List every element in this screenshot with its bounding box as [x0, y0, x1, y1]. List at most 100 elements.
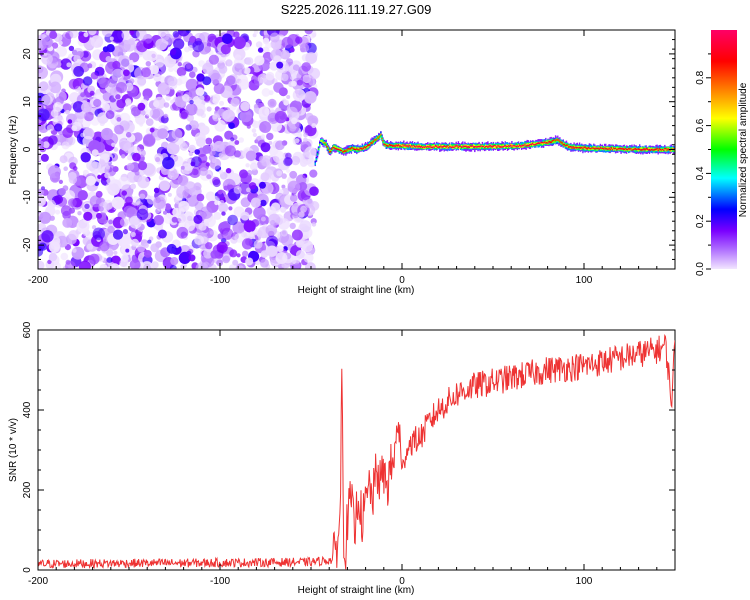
noise-blob: [154, 153, 164, 163]
noise-blob: [232, 259, 239, 266]
noise-blob: [199, 167, 208, 176]
track-segment: [527, 144, 529, 147]
noise-blob: [186, 63, 192, 69]
track-segment: [653, 147, 655, 150]
noise-blob: [88, 30, 97, 36]
track-segment: [588, 147, 591, 149]
track-segment: [551, 140, 553, 142]
track-segment: [632, 147, 634, 151]
noise-blob: [85, 175, 96, 186]
track-segment: [616, 149, 618, 151]
track-segment: [424, 146, 427, 149]
track-segment: [323, 141, 325, 145]
track-segment: [550, 138, 552, 143]
noise-blob: [141, 67, 151, 78]
track-segment: [611, 146, 614, 150]
noise-blob: [233, 31, 240, 38]
noise-blob: [260, 250, 269, 258]
track-segment: [405, 145, 407, 147]
track-segment: [634, 148, 636, 150]
noise-blob: [273, 82, 284, 93]
track-segment: [501, 143, 503, 148]
noise-blob: [93, 98, 102, 108]
track-segment: [347, 148, 349, 150]
noise-blob: [135, 30, 147, 40]
noise-blob: [38, 81, 49, 91]
track-segment: [409, 146, 411, 148]
track-segment: [598, 148, 600, 150]
noise-blob: [113, 147, 119, 152]
noise-blob: [111, 196, 125, 210]
noise-blob: [218, 169, 224, 175]
colorbar-tick-label: 0.2: [695, 214, 706, 228]
track-segment: [528, 143, 531, 146]
track-segment: [584, 147, 586, 150]
noise-blob: [125, 248, 130, 253]
track-segment: [339, 147, 342, 151]
track-segment: [328, 151, 331, 153]
track-segment: [506, 145, 509, 148]
noise-blob: [125, 82, 134, 92]
track-segment: [517, 146, 520, 148]
noise-blob: [86, 159, 98, 171]
track-segment: [415, 146, 417, 148]
noise-blob: [221, 33, 233, 45]
track-segment: [588, 147, 591, 151]
track-segment: [418, 145, 420, 147]
noise-blob: [153, 73, 162, 82]
track-segment: [667, 148, 669, 150]
track-segment: [400, 144, 403, 148]
track-segment: [645, 147, 647, 150]
track-segment: [343, 150, 345, 153]
track-segment: [435, 145, 438, 147]
track-segment: [663, 149, 665, 151]
track-segment: [440, 145, 442, 149]
track-segment: [551, 140, 553, 144]
track-segment: [479, 144, 481, 148]
track-segment: [463, 145, 465, 147]
noise-blob: [304, 199, 314, 208]
track-segment: [487, 145, 489, 148]
noise-blob: [213, 211, 222, 220]
track-segment: [524, 143, 526, 145]
noise-blob: [308, 78, 317, 86]
track-segment: [641, 149, 643, 151]
track-segment: [604, 147, 606, 149]
track-segment: [314, 161, 316, 165]
track-segment: [336, 146, 338, 149]
track-segment: [625, 148, 628, 151]
track-segment: [325, 144, 327, 147]
noise-blob: [81, 101, 92, 113]
noise-blob: [232, 221, 246, 235]
noise-blob: [123, 205, 135, 218]
noise-blob: [61, 141, 70, 150]
noise-blob: [126, 162, 135, 171]
noise-blob: [115, 94, 121, 100]
noise-blob: [276, 61, 284, 69]
noise-blob: [38, 188, 45, 196]
track-segment: [315, 158, 318, 161]
noise-blob: [301, 240, 314, 253]
track-segment: [645, 148, 647, 152]
noise-blob: [155, 38, 168, 51]
noise-blob: [125, 132, 132, 138]
noise-blob: [309, 186, 319, 196]
noise-blob: [241, 238, 254, 250]
track-segment: [351, 147, 354, 149]
noise-blob: [287, 180, 301, 194]
noise-blob: [281, 36, 294, 49]
noise-blob: [195, 87, 205, 96]
track-segment: [334, 147, 336, 150]
track-segment: [476, 146, 478, 148]
track-segment: [341, 151, 344, 153]
noise-blob: [290, 194, 298, 202]
noise-blob: [260, 258, 269, 268]
track-segment: [509, 145, 511, 148]
noise-blob: [212, 113, 221, 122]
track-segment: [596, 148, 598, 150]
track-segment: [433, 146, 436, 148]
noise-blob: [280, 229, 288, 237]
track-segment: [394, 145, 396, 148]
track-segment: [480, 145, 482, 147]
track-segment: [493, 145, 496, 147]
